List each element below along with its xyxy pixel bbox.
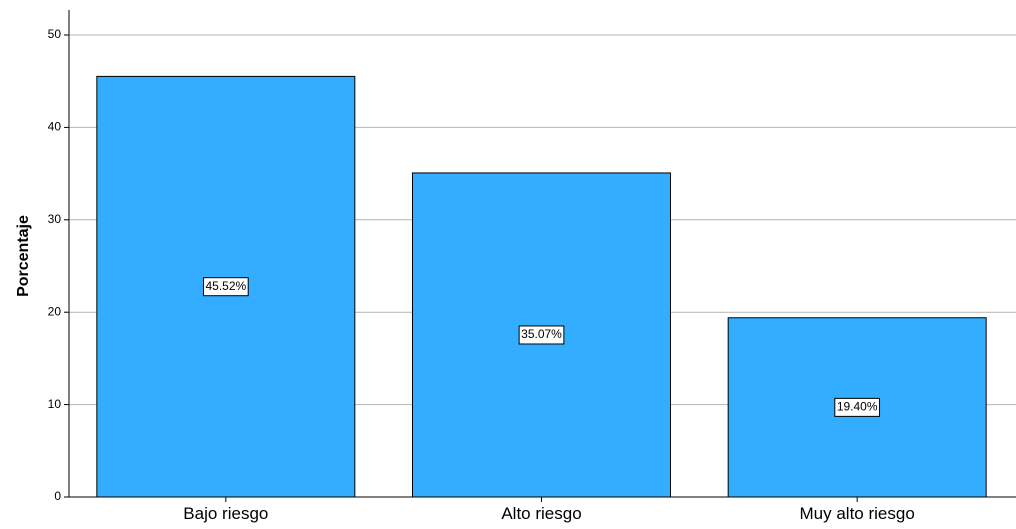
data-label: 45.52% xyxy=(202,277,249,297)
y-tick-label: 30 xyxy=(48,212,62,226)
x-tick-label: Alto riesgo xyxy=(501,504,581,523)
data-label-text: 35.07% xyxy=(521,327,562,341)
y-tick-label: 40 xyxy=(48,120,62,134)
y-axis-label: Porcentaje xyxy=(15,215,32,297)
y-tick-label: 50 xyxy=(48,27,62,41)
data-labels: 45.52% 35.07% 19.40% xyxy=(202,277,881,417)
x-tick-label: Muy alto riesgo xyxy=(800,504,915,523)
axes xyxy=(68,10,1016,498)
y-tick-label: 10 xyxy=(48,397,62,411)
y-tick-label: 20 xyxy=(48,304,62,318)
data-label-box xyxy=(518,325,565,345)
bars xyxy=(96,75,987,498)
data-label-text: 45.52% xyxy=(205,279,246,293)
data-label-box xyxy=(834,397,881,417)
y-tick-label: 0 xyxy=(54,489,61,503)
data-label: 35.07% xyxy=(518,325,565,345)
data-label: 19.40% xyxy=(834,397,881,417)
data-label-text: 19.40% xyxy=(837,400,878,414)
data-label-box xyxy=(202,277,249,297)
x-tick-label: Bajo riesgo xyxy=(183,504,268,523)
y-axis-ticks: 0 10 20 30 40 50 xyxy=(48,27,69,503)
x-axis-ticks: Bajo riesgo Alto riesgo Muy alto riesgo xyxy=(183,497,915,523)
